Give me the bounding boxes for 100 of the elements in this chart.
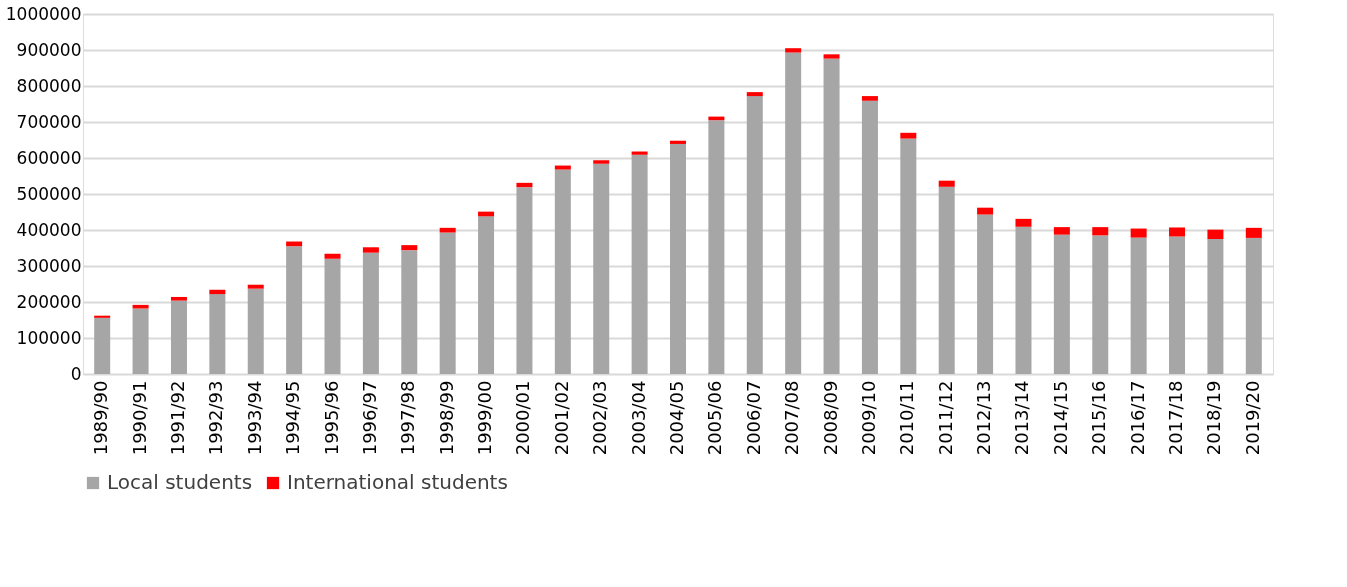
x-tick-label: 2001/02 <box>550 380 572 456</box>
bar <box>785 52 802 374</box>
x-tick-label: 2010/11 <box>896 380 918 456</box>
x-tick-label: 1992/93 <box>205 380 227 456</box>
y-tick-label: 600000 <box>16 147 82 168</box>
bar <box>1092 235 1109 374</box>
bar <box>170 300 187 374</box>
bar <box>516 187 533 374</box>
bar <box>209 294 226 374</box>
bar <box>708 120 725 374</box>
x-tick-label: 2009/10 <box>857 380 879 456</box>
x-tick-label: 1996/97 <box>358 380 380 456</box>
y-tick-label: 1000000 <box>5 3 82 24</box>
x-tick-label: 2004/05 <box>666 380 687 456</box>
bar <box>1245 227 1262 238</box>
x-tick-label: 2000/01 <box>512 380 534 456</box>
bar <box>670 140 686 144</box>
bar <box>938 186 955 374</box>
y-tick-label: 500000 <box>16 183 82 204</box>
bar <box>785 48 802 53</box>
y-tick-label: 100000 <box>16 327 82 348</box>
bar <box>746 96 763 374</box>
bar <box>170 296 187 301</box>
bar <box>938 180 955 187</box>
x-tick-label: 1998/99 <box>435 380 457 456</box>
bar <box>247 284 264 289</box>
bar <box>1053 234 1070 374</box>
legend-label: International students <box>287 470 508 494</box>
x-tick-label: 2006/07 <box>742 380 764 456</box>
x-tick-label: 2002/03 <box>589 380 611 456</box>
bar <box>286 246 303 374</box>
bar <box>670 143 686 374</box>
x-tick-label: 2019/20 <box>1241 380 1263 456</box>
bar <box>1053 227 1070 235</box>
y-tick-label: 700000 <box>16 111 82 132</box>
legend-label: Local students <box>107 470 253 494</box>
bar <box>554 165 571 170</box>
y-tick-label: 800000 <box>16 75 82 96</box>
x-tick-label: 1999/00 <box>474 380 496 456</box>
bar <box>977 207 994 215</box>
x-tick-label: 2015/16 <box>1088 380 1110 456</box>
bar <box>516 182 533 188</box>
bar <box>1015 218 1032 227</box>
x-tick-label: 1995/96 <box>320 380 342 456</box>
bar <box>900 138 917 374</box>
bar <box>746 92 763 97</box>
x-tick-label: 1993/94 <box>243 380 265 456</box>
x-tick-label: 2003/04 <box>627 380 649 456</box>
bar <box>1207 239 1224 374</box>
bar <box>1015 226 1032 374</box>
bar <box>362 247 379 253</box>
bar <box>823 58 840 374</box>
bar <box>94 315 111 318</box>
bar <box>554 169 571 374</box>
bar <box>631 151 648 155</box>
x-tick-label: 2018/19 <box>1203 380 1225 456</box>
bar <box>439 232 456 374</box>
x-tick-label: 2011/12 <box>934 380 956 456</box>
x-tick-label: 2012/13 <box>973 380 995 456</box>
bar <box>593 160 610 164</box>
bar <box>439 227 456 233</box>
bar <box>861 100 878 374</box>
x-tick-label: 1989/90 <box>90 380 112 456</box>
bar <box>1245 237 1262 374</box>
bar <box>478 216 495 374</box>
x-tick-label: 1997/98 <box>397 380 419 456</box>
bar <box>247 288 264 374</box>
y-tick-label: 0 <box>70 363 82 384</box>
y-tick-label: 300000 <box>16 255 82 276</box>
bar <box>631 154 648 374</box>
bar <box>593 163 610 374</box>
bar <box>1130 237 1147 374</box>
bar <box>900 132 917 139</box>
y-tick-label: 900000 <box>16 39 82 60</box>
bar <box>401 245 418 251</box>
x-tick-label: 2005/06 <box>704 380 726 456</box>
x-tick-label: 2008/09 <box>819 380 841 456</box>
bar <box>1130 228 1147 238</box>
y-tick-label: 200000 <box>16 291 82 312</box>
bar <box>324 253 341 259</box>
bar <box>1169 227 1186 237</box>
bar <box>1169 236 1186 374</box>
bar <box>1092 227 1109 236</box>
x-tick-label: 2013/14 <box>1011 380 1033 456</box>
bar <box>823 54 840 59</box>
x-tick-label: 1990/91 <box>128 380 150 456</box>
bar <box>132 308 149 374</box>
bar <box>209 289 226 295</box>
x-tick-label: 1994/95 <box>282 380 304 456</box>
x-tick-label: 1991/92 <box>166 380 188 456</box>
bar <box>324 258 341 374</box>
bar <box>1207 229 1224 239</box>
bar <box>94 317 111 374</box>
bar <box>977 214 994 374</box>
bar <box>362 252 379 374</box>
x-tick-label: 2017/18 <box>1165 380 1187 456</box>
x-tick-label: 2016/17 <box>1126 380 1148 456</box>
x-tick-label: 2014/15 <box>1049 380 1071 456</box>
x-tick-label: 2007/08 <box>781 380 803 456</box>
bar <box>861 96 878 101</box>
